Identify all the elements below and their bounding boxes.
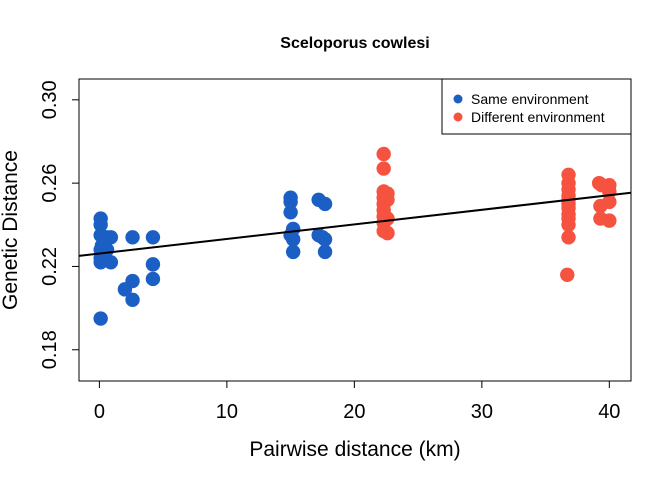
data-point-same-environment <box>93 255 108 270</box>
data-points <box>93 146 617 326</box>
data-point-same-environment <box>145 271 161 287</box>
data-point-same-environment <box>103 255 119 270</box>
data-point-same-environment <box>285 232 301 247</box>
data-point-same-environment <box>93 311 108 326</box>
data-point-different-environment <box>602 194 617 210</box>
trend-layer <box>78 191 632 257</box>
data-point-different-environment <box>560 267 575 282</box>
data-point-different-environment <box>602 213 617 228</box>
data-point-different-environment <box>561 217 576 232</box>
data-point-different-environment <box>380 225 395 241</box>
y-tick-label: 0.30 <box>39 80 61 119</box>
x-tick-label: 0 <box>94 401 105 423</box>
legend-marker-different-environment <box>453 112 463 122</box>
plot-frame <box>78 78 632 382</box>
x-tick-label: 40 <box>598 401 620 423</box>
x-tick-label: 20 <box>343 401 365 423</box>
legend-label-same-environment: Same environment <box>471 91 589 107</box>
data-point-same-environment <box>125 292 140 307</box>
y-tick-label: 0.22 <box>39 247 61 286</box>
trend-line <box>78 191 632 257</box>
data-point-different-environment <box>376 161 391 176</box>
legend: Same environment Different environment <box>441 78 632 135</box>
data-point-same-environment <box>145 257 161 272</box>
data-point-different-environment <box>561 230 576 245</box>
y-axis-label: Genetic Distance <box>0 150 22 310</box>
data-point-same-environment <box>125 230 140 245</box>
x-tick-label: 30 <box>471 401 493 423</box>
chart-title: Sceloporus cowlesi <box>280 35 429 52</box>
y-tick-label: 0.18 <box>39 330 61 369</box>
data-point-same-environment <box>317 196 333 212</box>
legend-box <box>441 78 632 135</box>
data-point-same-environment <box>317 232 333 247</box>
data-point-same-environment <box>93 217 108 232</box>
data-point-same-environment <box>285 244 301 260</box>
x-tick-label: 10 <box>216 401 238 423</box>
x-axis-label: Pairwise distance (km) <box>249 438 460 461</box>
data-point-same-environment <box>145 230 161 245</box>
legend-label-different-environment: Different environment <box>471 109 605 125</box>
legend-marker-same-environment <box>453 94 463 104</box>
x-axis: 0 10 20 30 40 <box>94 381 620 423</box>
data-point-same-environment <box>283 194 298 210</box>
data-point-same-environment <box>283 205 298 220</box>
data-point-same-environment <box>103 230 119 245</box>
y-axis: 0.18 0.22 0.26 0.30 <box>39 80 79 369</box>
data-point-same-environment <box>125 273 140 289</box>
data-point-different-environment <box>376 146 391 162</box>
data-point-same-environment <box>99 242 115 257</box>
y-tick-label: 0.26 <box>39 164 61 203</box>
data-point-same-environment <box>317 244 333 260</box>
